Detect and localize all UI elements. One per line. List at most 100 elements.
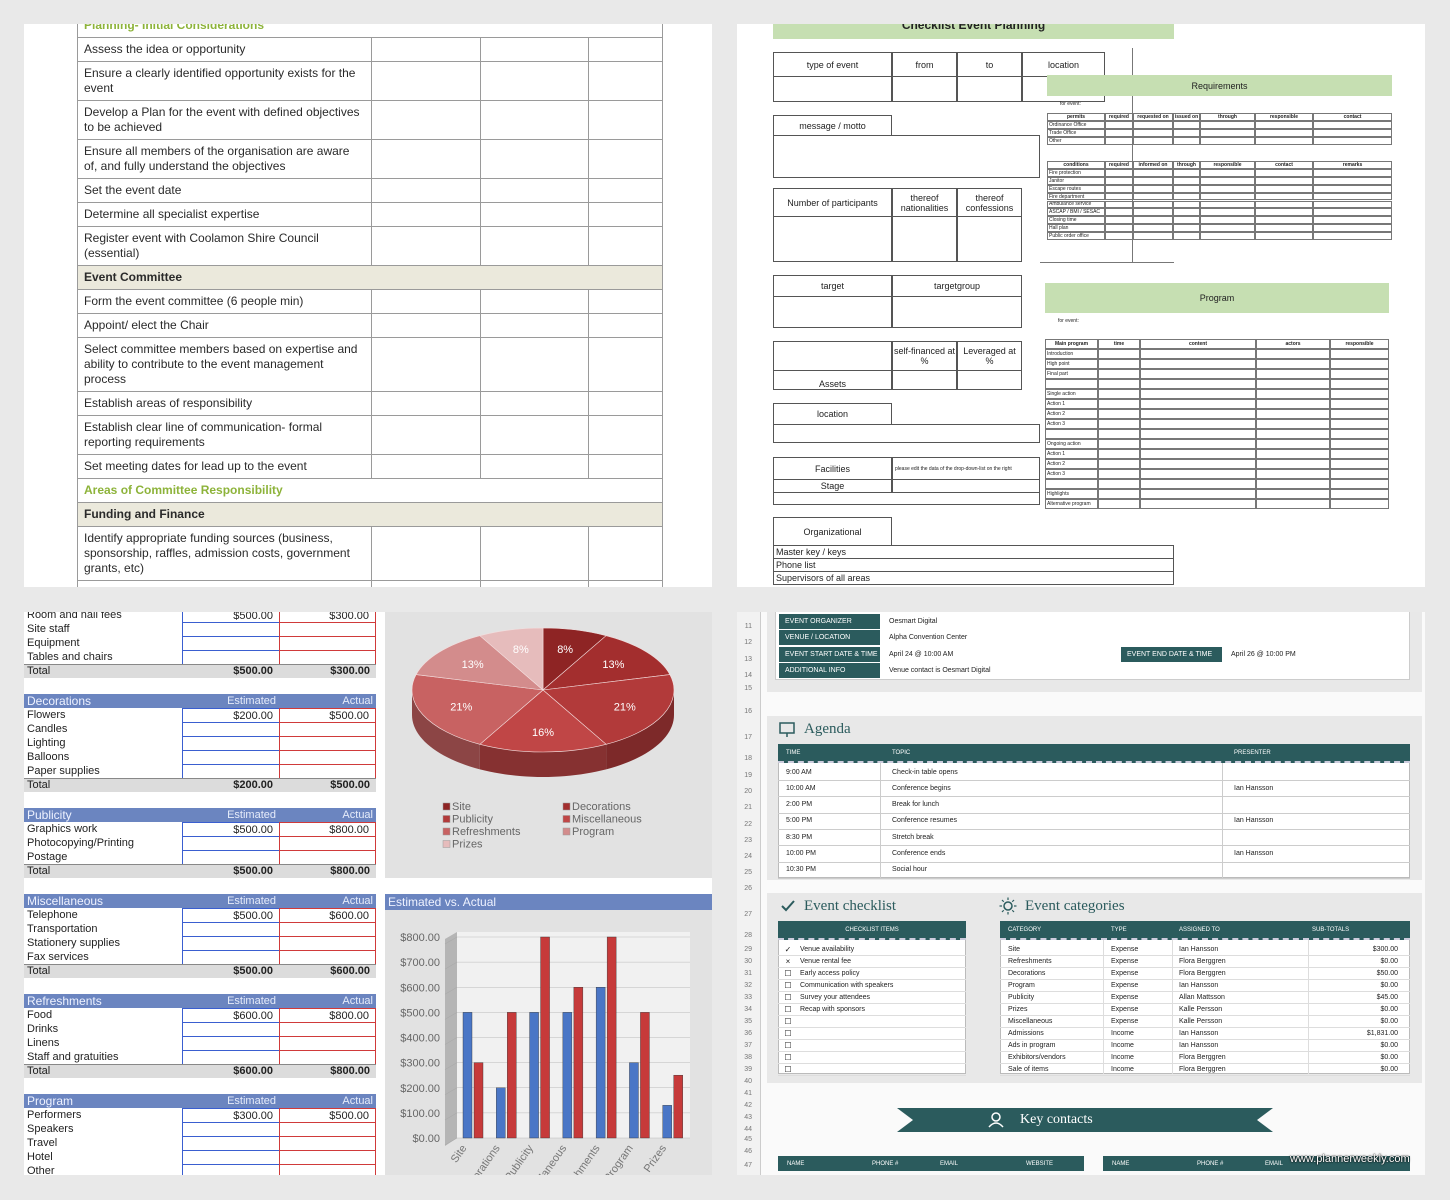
table-cell <box>1330 449 1389 459</box>
item-label: Tables and chairs <box>27 651 113 663</box>
category-cell: Expense <box>1111 945 1139 953</box>
grid-line <box>444 1037 458 1045</box>
field-label: location <box>1022 52 1105 77</box>
column-header: EMAIL <box>940 1160 959 1167</box>
estimate-cell <box>182 764 280 779</box>
table-cell <box>1098 409 1140 419</box>
column-header: NAME <box>787 1160 805 1167</box>
section-header <box>24 894 376 908</box>
total-row <box>24 1064 376 1078</box>
column-header: TOPIC <box>892 750 911 756</box>
task-cell: Prepare grant funding application, if re… <box>77 580 372 587</box>
chart-title: Estimated vs. Actual <box>388 895 496 909</box>
actual-cell <box>279 836 376 851</box>
pie-slice <box>542 635 671 691</box>
category-cell: Expense <box>1111 981 1139 989</box>
check-mark: ☐ <box>784 1004 792 1014</box>
event-form-panel: Checklist Event Planning type of event fro… <box>737 24 1425 587</box>
checklist-row: Register event with Coolamon Shire Counc… <box>77 226 664 266</box>
title-bar: Checklist Event Planning <box>773 24 1174 39</box>
actual-cell <box>279 922 376 937</box>
for-event: for event: <box>1058 318 1079 324</box>
field-label: Supervisors of all areas <box>773 571 1174 585</box>
table-cell <box>1313 176 1392 185</box>
bar <box>462 1012 473 1139</box>
category-cell: Prizes <box>1008 1005 1028 1013</box>
task-cell: Establish clear line of communication- f… <box>77 415 372 455</box>
table-cell <box>1140 419 1256 429</box>
table-cell <box>1313 184 1392 193</box>
legend-swatch <box>562 827 571 836</box>
section-cell: Funding and Finance <box>76 502 664 527</box>
task-cell: Determine all specialist expertise <box>77 202 372 227</box>
field-label: Master key / keys <box>773 545 1174 559</box>
category-cell: $0.00 <box>1380 957 1398 965</box>
table-cell <box>1200 137 1255 145</box>
sub-cell: Planning- Initial Considerations <box>76 24 664 38</box>
row-line <box>778 780 1410 781</box>
check-cell <box>480 100 589 140</box>
table-header: time <box>1098 339 1140 349</box>
row-line <box>1000 1063 1410 1064</box>
row-number: 20 <box>744 787 752 795</box>
row-line <box>1000 991 1410 992</box>
checklist-item <box>800 1051 966 1063</box>
category-cell: Publicity <box>1008 993 1035 1001</box>
row-line <box>778 1027 966 1028</box>
row-number: 40 <box>744 1077 752 1085</box>
table-cell <box>1330 489 1389 499</box>
legend-swatch <box>442 840 451 848</box>
check-cell <box>480 526 589 581</box>
details-box <box>775 612 1410 680</box>
section-name: Miscellaneous <box>27 894 104 908</box>
table-cell <box>1140 399 1256 409</box>
pie-side <box>606 690 674 770</box>
actual-cell <box>279 722 376 737</box>
check-cell <box>371 454 481 479</box>
item-label: Food <box>27 1009 53 1021</box>
table-cell <box>1105 192 1133 201</box>
divider <box>1040 262 1174 263</box>
category-cell: Expense <box>1111 1005 1139 1013</box>
check-cell <box>371 337 481 392</box>
table-cell <box>1255 224 1313 233</box>
field-input <box>892 296 1022 328</box>
table-cell <box>1256 439 1330 449</box>
row-number: 13 <box>744 655 752 663</box>
category-cell: Kalle Persson <box>1179 1005 1223 1013</box>
actual-cell: $500.00 <box>279 708 376 723</box>
agenda-cell: 5:00 PM <box>786 817 813 825</box>
checklist-table <box>778 921 966 1074</box>
table-cell <box>1256 359 1330 369</box>
category-cell: $1,831.00 <box>1366 1029 1398 1037</box>
row-number: 36 <box>744 1029 752 1037</box>
row-label <box>1045 429 1098 439</box>
row-label <box>1045 479 1098 489</box>
detail-label: EVENT START DATE & TIME <box>779 646 880 662</box>
contacts-icon <box>988 1112 1004 1128</box>
task-cell: Assess the idea or opportunity <box>77 37 372 62</box>
table-cell <box>1255 176 1313 185</box>
table-cell <box>1105 137 1133 145</box>
field-input <box>773 296 892 328</box>
field-input <box>892 76 957 102</box>
category-cell: Flora Berggren <box>1179 1053 1226 1061</box>
bar <box>562 1012 573 1139</box>
icon <box>1011 899 1015 903</box>
table-cell <box>1256 459 1330 469</box>
section-name: Publicity <box>27 808 72 822</box>
check-mark: ✓ <box>784 944 792 954</box>
column-label: Estimated <box>227 809 276 821</box>
check-cell <box>480 313 589 338</box>
category-cell: Expense <box>1111 1017 1139 1025</box>
grid-line <box>444 936 458 945</box>
estimate-cell <box>182 950 280 965</box>
check-cell <box>587 61 664 101</box>
category-cell: Admissions <box>1008 1029 1044 1037</box>
y-tick-label: $500.00 <box>400 1007 440 1019</box>
agenda-cell: 8:30 PM <box>786 833 813 841</box>
item-label: Telephone <box>27 909 78 921</box>
table-cell <box>1098 369 1140 379</box>
icon <box>1001 909 1005 913</box>
checklist-item <box>800 1063 966 1075</box>
